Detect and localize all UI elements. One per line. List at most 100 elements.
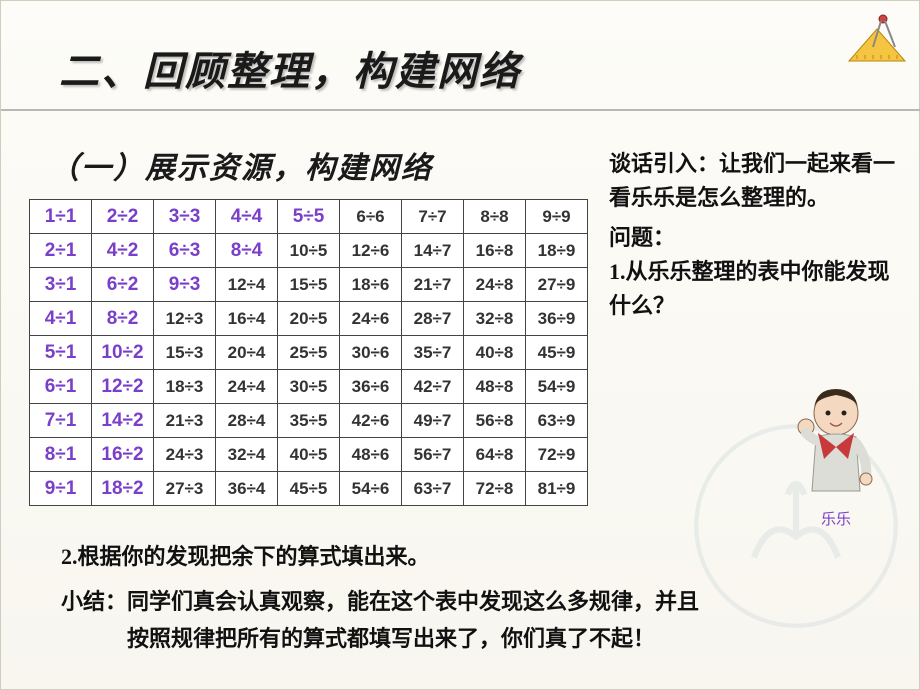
table-cell: 45÷9 [526,336,588,370]
table-cell: 21÷7 [402,268,464,302]
table-cell: 4÷2 [92,234,154,268]
table-cell: 14÷2 [92,404,154,438]
table-cell: 30÷6 [340,336,402,370]
table-cell: 21÷3 [154,404,216,438]
question-label: 问题： [609,221,909,255]
table-cell: 45÷5 [278,472,340,506]
table-cell: 18÷3 [154,370,216,404]
table-cell: 8÷8 [464,200,526,234]
table-cell: 9÷9 [526,200,588,234]
table-cell: 48÷8 [464,370,526,404]
table-cell: 48÷6 [340,438,402,472]
table-cell: 9÷1 [30,472,92,506]
table-cell: 16÷2 [92,438,154,472]
table-cell: 10÷5 [278,234,340,268]
table-cell: 42÷7 [402,370,464,404]
table-cell: 81÷9 [526,472,588,506]
table-cell: 12÷4 [216,268,278,302]
table-cell: 56÷7 [402,438,464,472]
table-cell: 2÷2 [92,200,154,234]
table-cell: 12÷6 [340,234,402,268]
table-cell: 5÷1 [30,336,92,370]
table-cell: 7÷7 [402,200,464,234]
table-cell: 6÷6 [340,200,402,234]
table-cell: 54÷6 [340,472,402,506]
summary-line2: 按照规律把所有的算式都填写出来了，你们真了不起！ [61,620,871,657]
table-cell: 6÷1 [30,370,92,404]
table-cell: 40÷8 [464,336,526,370]
table-cell: 28÷7 [402,302,464,336]
table-cell: 32÷4 [216,438,278,472]
child-figure: 乐乐 [781,381,891,529]
table-cell: 40÷5 [278,438,340,472]
table-cell: 18÷9 [526,234,588,268]
question2: 2.根据你的发现把余下的算式填出来。 [61,539,430,571]
division-table: 1÷12÷23÷34÷45÷56÷67÷78÷89÷92÷14÷26÷38÷41… [29,199,588,506]
summary-label: 小结： [61,589,127,614]
q2-text: 根据你的发现把余下的算式填出来。 [78,544,430,569]
table-cell: 1÷1 [30,200,92,234]
table-cell: 4÷4 [216,200,278,234]
math-tools-icon [845,9,909,69]
table-cell: 35÷5 [278,404,340,438]
table-cell: 24÷6 [340,302,402,336]
table-cell: 72÷8 [464,472,526,506]
table-cell: 36÷9 [526,302,588,336]
table-cell: 10÷2 [92,336,154,370]
table-cell: 24÷8 [464,268,526,302]
table-cell: 20÷4 [216,336,278,370]
table-cell: 49÷7 [402,404,464,438]
table-cell: 28÷4 [216,404,278,438]
table-cell: 30÷5 [278,370,340,404]
table-cell: 16÷8 [464,234,526,268]
table-cell: 18÷6 [340,268,402,302]
summary-block: 小结：同学们真会认真观察，能在这个表中发现这么多规律，并且 按照规律把所有的算式… [61,583,871,658]
table-cell: 42÷6 [340,404,402,438]
table-cell: 8÷4 [216,234,278,268]
table-cell: 3÷1 [30,268,92,302]
table-cell: 14÷7 [402,234,464,268]
child-name: 乐乐 [781,508,891,529]
table-cell: 56÷8 [464,404,526,438]
q1-text: 从乐乐整理的表中你能发现什么？ [609,259,890,318]
table-cell: 35÷7 [402,336,464,370]
table-cell: 25÷5 [278,336,340,370]
table-cell: 36÷6 [340,370,402,404]
side-text-block: 谈话引入：让我们一起来看一看乐乐是怎么整理的。 问题： 1.从乐乐整理的表中你能… [609,147,909,323]
table-cell: 9÷3 [154,268,216,302]
table-cell: 8÷1 [30,438,92,472]
table-cell: 6÷3 [154,234,216,268]
summary-line1: 同学们真会认真观察，能在这个表中发现这么多规律，并且 [127,589,699,614]
table-cell: 12÷2 [92,370,154,404]
table-cell: 24÷3 [154,438,216,472]
sub-title: （一）展示资源，构建网络 [49,143,433,187]
table-cell: 15÷5 [278,268,340,302]
table-cell: 12÷3 [154,302,216,336]
q2-num: 2. [61,544,78,569]
table-cell: 63÷9 [526,404,588,438]
table-cell: 7÷1 [30,404,92,438]
table-cell: 27÷9 [526,268,588,302]
table-cell: 4÷1 [30,302,92,336]
table-cell: 32÷8 [464,302,526,336]
table-cell: 16÷4 [216,302,278,336]
q1-num: 1. [609,259,626,284]
table-cell: 64÷8 [464,438,526,472]
table-cell: 15÷3 [154,336,216,370]
table-cell: 36÷4 [216,472,278,506]
table-cell: 2÷1 [30,234,92,268]
table-cell: 6÷2 [92,268,154,302]
table-cell: 3÷3 [154,200,216,234]
table-cell: 8÷2 [92,302,154,336]
table-cell: 20÷5 [278,302,340,336]
table-cell: 54÷9 [526,370,588,404]
main-title: 二、回顾整理，构建网络 [59,39,521,97]
title-divider [1,109,920,111]
intro-label: 谈话引入： [609,151,719,176]
table-cell: 18÷2 [92,472,154,506]
table-cell: 24÷4 [216,370,278,404]
table-cell: 72÷9 [526,438,588,472]
table-cell: 27÷3 [154,472,216,506]
table-cell: 63÷7 [402,472,464,506]
child-icon [786,381,886,501]
